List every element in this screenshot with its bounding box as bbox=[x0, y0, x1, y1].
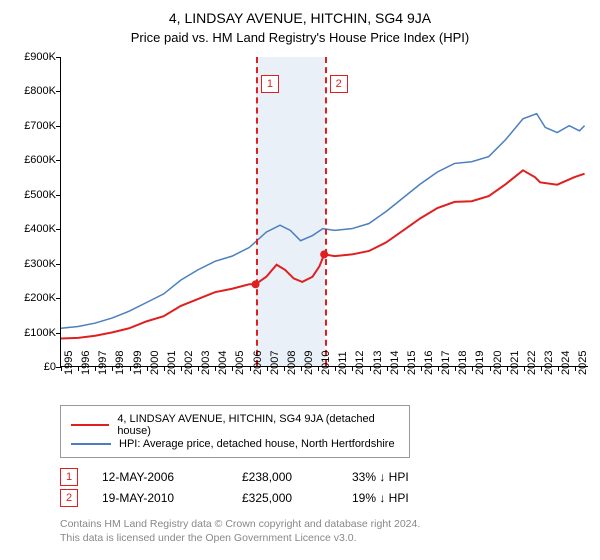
footer-line2: This data is licensed under the Open Gov… bbox=[60, 531, 588, 545]
sales-delta: 33% ↓ HPI bbox=[352, 470, 472, 484]
y-tick-label: £900K bbox=[24, 51, 56, 63]
y-tick-label: £200K bbox=[24, 292, 56, 304]
sales-delta: 19% ↓ HPI bbox=[352, 491, 472, 505]
y-tick-label: £600K bbox=[24, 154, 56, 166]
series-hpi bbox=[61, 114, 585, 329]
legend-row: HPI: Average price, detached house, Nort… bbox=[71, 438, 399, 450]
footer: Contains HM Land Registry data © Crown c… bbox=[60, 517, 588, 545]
sales-price: £325,000 bbox=[242, 491, 352, 505]
y-tick-label: £300K bbox=[24, 258, 56, 270]
sales-idx: 1 bbox=[60, 468, 78, 486]
plot-area: 12 bbox=[60, 57, 588, 367]
legend-label: 4, LINDSAY AVENUE, HITCHIN, SG4 9JA (det… bbox=[117, 413, 399, 437]
sales-idx: 2 bbox=[60, 489, 78, 507]
sale-line bbox=[256, 57, 258, 366]
y-tick-label: £0 bbox=[44, 361, 56, 373]
legend-swatch bbox=[71, 443, 111, 445]
sale-marker: 1 bbox=[261, 75, 279, 93]
chart-subtitle: Price paid vs. HM Land Registry's House … bbox=[12, 30, 588, 45]
y-tick-label: £500K bbox=[24, 189, 56, 201]
y-tick-label: £800K bbox=[24, 85, 56, 97]
legend: 4, LINDSAY AVENUE, HITCHIN, SG4 9JA (det… bbox=[60, 405, 410, 458]
sale-line bbox=[325, 57, 327, 366]
sales-table: 1 12-MAY-2006£238,00033% ↓ HPI 2 19-MAY-201… bbox=[60, 468, 588, 507]
y-tick-label: £700K bbox=[24, 120, 56, 132]
sales-price: £238,000 bbox=[242, 470, 352, 484]
y-tick-label: £100K bbox=[24, 327, 56, 339]
sale-marker: 2 bbox=[330, 75, 348, 93]
legend-label: HPI: Average price, detached house, Nort… bbox=[119, 438, 395, 450]
sales-row: 1 12-MAY-2006£238,00033% ↓ HPI bbox=[60, 468, 588, 486]
x-tick-label: 2025 bbox=[577, 351, 600, 375]
chart: £0 £100K £200K £300K £400K £500K £600K £700K £80… bbox=[12, 57, 588, 397]
sales-date: 19-MAY-2010 bbox=[102, 491, 242, 505]
sales-row: 2 19-MAY-2010£325,00019% ↓ HPI bbox=[60, 489, 588, 507]
footer-line1: Contains HM Land Registry data © Crown c… bbox=[60, 517, 588, 531]
legend-row: 4, LINDSAY AVENUE, HITCHIN, SG4 9JA (det… bbox=[71, 413, 399, 437]
chart-title: 4, LINDSAY AVENUE, HITCHIN, SG4 9JA bbox=[12, 10, 588, 26]
y-tick-label: £400K bbox=[24, 223, 56, 235]
x-axis: 1995199619971998199920002001200220032004… bbox=[60, 367, 588, 397]
sales-date: 12-MAY-2006 bbox=[102, 470, 242, 484]
y-axis: £0£100K£200K£300K£400K£500K£600K£700K£80… bbox=[12, 57, 60, 367]
legend-swatch bbox=[71, 424, 109, 426]
